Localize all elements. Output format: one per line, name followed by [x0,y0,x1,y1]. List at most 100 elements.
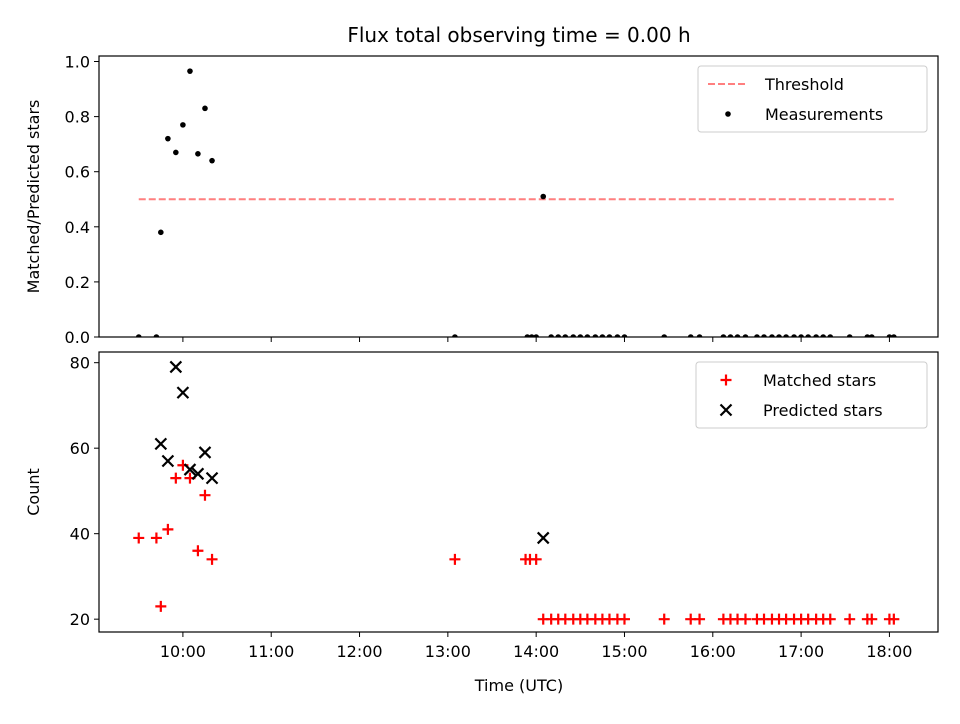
data-point [540,193,547,200]
x-tick-label: 14:00 [513,642,559,661]
data-point [158,229,164,236]
y-axis-label: Matched/Predicted stars [24,100,43,294]
data-point [820,334,826,337]
data-point [570,334,577,337]
data-point [661,334,668,337]
data-point [176,386,190,399]
data-point [783,334,789,337]
data-point [618,613,630,625]
data-point [524,334,531,337]
data-point [155,600,167,612]
data-point [791,334,797,337]
data-point [866,613,878,625]
data-point [776,334,782,337]
data-point [886,334,893,337]
data-point [727,334,734,337]
y-tick-label: 60 [70,439,90,458]
axes-frame [98,351,939,633]
legend: Threshold Measurements [697,65,928,133]
data-point [891,334,897,337]
legend-label: Matched stars [763,371,876,390]
chart-title: Flux total observing time = 0.00 h [347,23,690,47]
data-point [150,532,162,544]
data-point [888,613,900,625]
data-point [621,334,628,337]
data-point [798,334,804,337]
x-tick-label: 12:00 [336,642,382,661]
data-point [173,149,179,156]
data-point [696,334,703,337]
data-point [846,334,853,337]
data-point [209,157,215,164]
x-axis-label: Time (UTC) [474,676,563,695]
data-point [739,613,751,625]
data-point [199,489,211,501]
data-point [183,463,197,476]
data-point [530,553,542,565]
data-point [187,68,193,74]
count-panel: 20 40 60 80 10:00 11:00 12:00 13:00 14:00 15:00 16… [24,351,939,661]
legend-handle [719,403,733,417]
data-point [864,334,871,337]
data-point [827,334,834,337]
data-point [449,553,461,565]
x-tick-label: 10:00 [160,642,206,661]
x-tick-label: 11:00 [248,642,294,661]
data-point [528,334,535,337]
y-tick-label: 0.0 [65,328,90,347]
legend: Matched stars Predicted stars [695,361,928,429]
data-point [202,105,208,112]
data-point [195,150,201,157]
data-point [813,334,819,337]
x-tick-label: 16:00 [690,642,736,661]
data-point [742,334,749,337]
y-tick-label: 20 [70,610,90,629]
data-point [161,454,175,468]
data-point [169,360,183,374]
y-tick-label: 40 [70,525,90,544]
data-point [614,334,621,337]
x-tick-label: 18:00 [866,642,912,661]
data-point [452,334,458,337]
data-point [154,437,168,451]
data-point [805,334,811,337]
legend-handle [720,374,732,386]
data-point [162,523,174,535]
data-point [198,446,212,459]
data-point [769,334,775,337]
data-point [658,613,670,625]
data-point [734,334,741,337]
data-point [584,334,591,337]
data-point [761,334,767,337]
data-point [206,553,218,565]
y-tick-label: 0.4 [65,218,90,237]
y-tick-label: 80 [70,354,90,373]
data-point [170,472,182,484]
data-point [192,545,204,557]
data-point [824,613,836,625]
x-tick-label: 15:00 [601,642,647,661]
x-tick-label: 17:00 [778,642,824,661]
y-tick-label: 0.8 [65,108,90,127]
legend-label: Predicted stars [763,401,883,420]
data-point [754,334,760,337]
data-point [844,613,856,625]
legend-box [697,65,928,133]
data-point [180,122,186,128]
data-point [577,334,584,337]
axes-frame [98,55,939,338]
y-tick-label: 0.2 [65,273,90,292]
y-axis-label: Count [24,468,43,516]
y-tick-label: 1.0 [65,53,90,72]
plot-area [135,68,897,337]
data-point [165,135,171,142]
plot-area [133,360,900,625]
data-point [868,334,875,337]
data-point [687,334,694,337]
data-point [533,334,539,337]
data-point [562,334,569,337]
ratio-panel: 0.0 0.2 0.4 0.6 0.8 1.0 Matched/Predicted star… [24,53,939,347]
data-point [599,334,606,337]
data-point [135,334,142,337]
